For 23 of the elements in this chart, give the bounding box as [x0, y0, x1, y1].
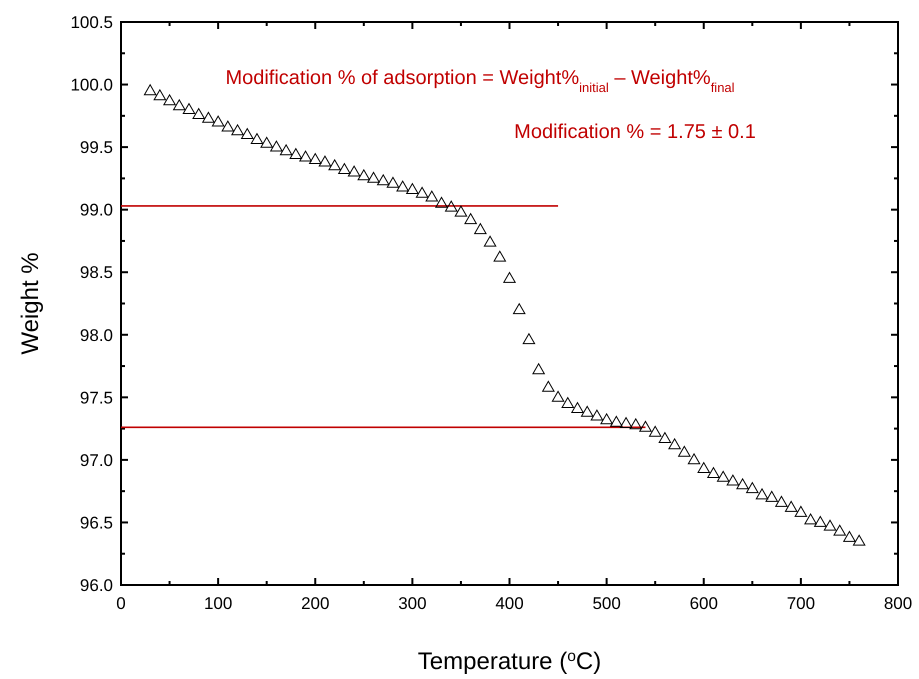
y-tick-label: 99.0	[80, 200, 113, 220]
x-tick-label: 800	[884, 594, 912, 613]
y-tick-label: 97.0	[80, 450, 113, 470]
x-tick-label: 600	[690, 594, 718, 613]
annotation: Modification % of adsorption = Weight%$_{initial}$ – Weight%$_{final}$	[225, 67, 735, 94]
y-tick-label: 97.5	[80, 388, 113, 408]
x-tick-label: 100	[204, 594, 232, 613]
x-tick-label: 200	[301, 594, 330, 613]
x-tick-label: 300	[398, 594, 427, 613]
y-tick-label: 100.5	[70, 13, 113, 32]
y-tick-label: 100.0	[70, 76, 113, 95]
x-tick-label: 400	[495, 594, 524, 613]
x-tick-label: 500	[592, 594, 621, 613]
y-tick-label: 99.5	[80, 138, 113, 158]
x-tick-label: 700	[786, 594, 816, 613]
y-tick-label: 96.5	[80, 513, 113, 532]
x-axis-title: Temperature ($^{o}$C)	[418, 648, 602, 675]
annotation: Modification % = 1.75 ± 0.1	[514, 121, 756, 143]
y-tick-label: 98.5	[80, 263, 113, 282]
y-tick-label: 98.0	[80, 326, 113, 345]
y-axis-title: Weight %	[17, 252, 44, 355]
y-tick-label: 96.0	[80, 576, 113, 595]
x-tick-label: 0	[116, 594, 126, 613]
